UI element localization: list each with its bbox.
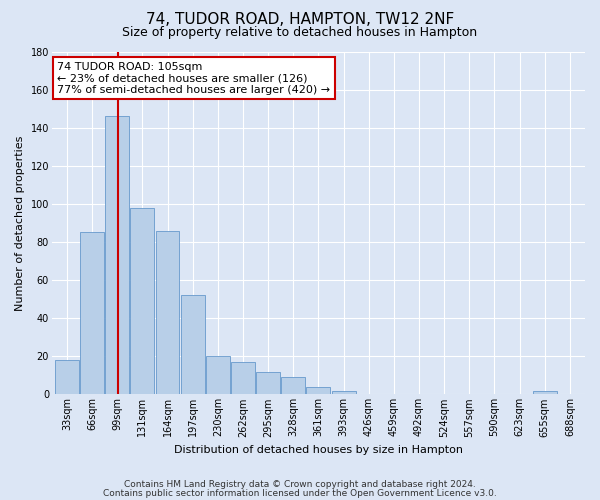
Bar	[281, 377, 305, 394]
Bar	[130, 208, 154, 394]
Bar	[206, 356, 230, 395]
Text: Size of property relative to detached houses in Hampton: Size of property relative to detached ho…	[122, 26, 478, 39]
Bar	[55, 360, 79, 394]
Text: Contains HM Land Registry data © Crown copyright and database right 2024.: Contains HM Land Registry data © Crown c…	[124, 480, 476, 489]
Text: 74, TUDOR ROAD, HAMPTON, TW12 2NF: 74, TUDOR ROAD, HAMPTON, TW12 2NF	[146, 12, 454, 28]
Bar	[332, 390, 356, 394]
Bar	[533, 390, 557, 394]
Text: 74 TUDOR ROAD: 105sqm
← 23% of detached houses are smaller (126)
77% of semi-det: 74 TUDOR ROAD: 105sqm ← 23% of detached …	[57, 62, 330, 95]
X-axis label: Distribution of detached houses by size in Hampton: Distribution of detached houses by size …	[174, 445, 463, 455]
Text: Contains public sector information licensed under the Open Government Licence v3: Contains public sector information licen…	[103, 489, 497, 498]
Bar	[155, 230, 179, 394]
Bar	[80, 232, 104, 394]
Bar	[307, 387, 331, 394]
Bar	[105, 116, 129, 394]
Bar	[181, 296, 205, 394]
Bar	[231, 362, 255, 394]
Bar	[256, 372, 280, 394]
Y-axis label: Number of detached properties: Number of detached properties	[15, 136, 25, 310]
